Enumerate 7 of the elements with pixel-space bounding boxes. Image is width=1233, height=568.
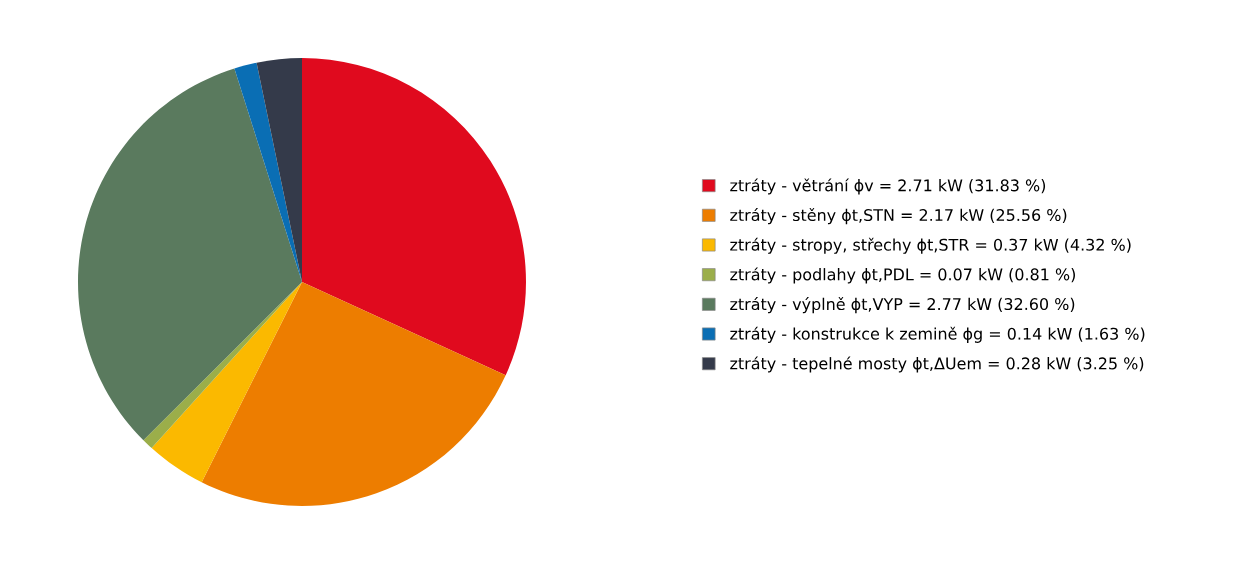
legend-label: ztráty - větrání ϕv = 2.71 kW (31.83 %)	[730, 178, 1046, 195]
legend-label: ztráty - konstrukce k zemině ϕg = 0.14 kW (1.63 %)	[730, 326, 1145, 343]
legend-label: ztráty - podlahy ϕt,PDL = 0.07 kW (0.81 %)	[730, 267, 1075, 284]
legend-label: ztráty - tepelné mosty ϕt,ΔUem = 0.28 kW (3.25 %)	[730, 356, 1144, 373]
legend-label: ztráty - stropy, střechy ϕt,STR = 0.37 kW (4.32 %)	[730, 237, 1131, 254]
legend-label: ztráty - stěny ϕt,STN = 2.17 kW (25.56 %)	[730, 208, 1067, 225]
legend-label: ztráty - výplně ϕt,VYP = 2.77 kW (32.60 %)	[730, 297, 1075, 314]
